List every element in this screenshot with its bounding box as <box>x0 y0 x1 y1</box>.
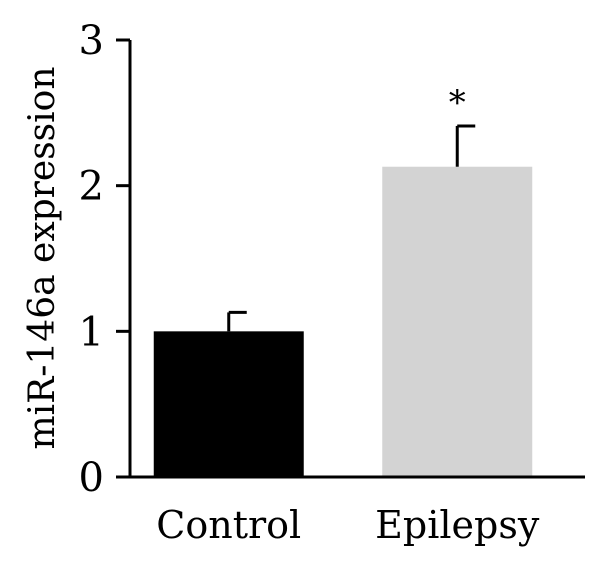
annotations: * <box>449 83 466 123</box>
y-tick-label: 0 <box>79 455 104 501</box>
x-tick-label: Epilepsy <box>375 503 540 547</box>
y-axis-title: miR-146a expression <box>22 66 63 449</box>
bars <box>153 166 533 478</box>
y-tick-label: 3 <box>79 18 104 64</box>
error-bars <box>227 124 476 332</box>
y-tick-label: 1 <box>79 309 104 355</box>
significance-marker: * <box>449 83 466 123</box>
x-axis: Control Epilepsy <box>130 475 585 547</box>
bar-control <box>153 331 304 477</box>
y-tick-label: 2 <box>79 164 104 210</box>
x-tick-label: Control <box>156 503 301 547</box>
bar-epilepsy <box>382 166 533 478</box>
y-axis: 0 1 2 3 <box>79 18 132 501</box>
